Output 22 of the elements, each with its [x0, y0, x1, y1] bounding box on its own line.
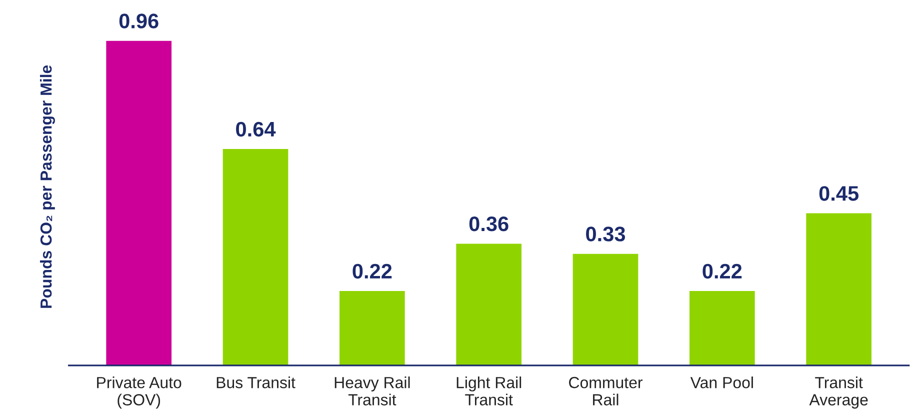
x-tick-label: Light Rail Transit — [456, 376, 522, 406]
data-label: 0.33 — [586, 226, 626, 242]
bar — [689, 291, 755, 366]
x-tick-label: Bus Transit — [216, 376, 296, 388]
data-label: 0.45 — [819, 186, 859, 201]
x-tick-label: Heavy Rail Transit — [334, 376, 410, 406]
data-label: 0.22 — [352, 264, 392, 279]
data-label: 0.64 — [236, 122, 276, 137]
x-tick-label: Commuter Rail — [569, 376, 643, 406]
data-label: 0.36 — [469, 216, 508, 232]
bar — [806, 213, 872, 366]
bar — [340, 291, 405, 366]
data-label: 0.96 — [119, 14, 158, 28]
x-tick-label: Transit Average — [809, 376, 868, 409]
bar — [222, 149, 288, 366]
x-tick-label: Van Pool — [690, 376, 753, 388]
data-label: 0.22 — [702, 264, 742, 279]
y-axis-title: Pounds CO₂ per Passenger Mile — [40, 65, 55, 308]
bar — [572, 254, 638, 366]
bar — [106, 40, 172, 366]
bar — [456, 244, 522, 366]
x-tick-label: Private Auto (SOV) — [97, 376, 182, 409]
